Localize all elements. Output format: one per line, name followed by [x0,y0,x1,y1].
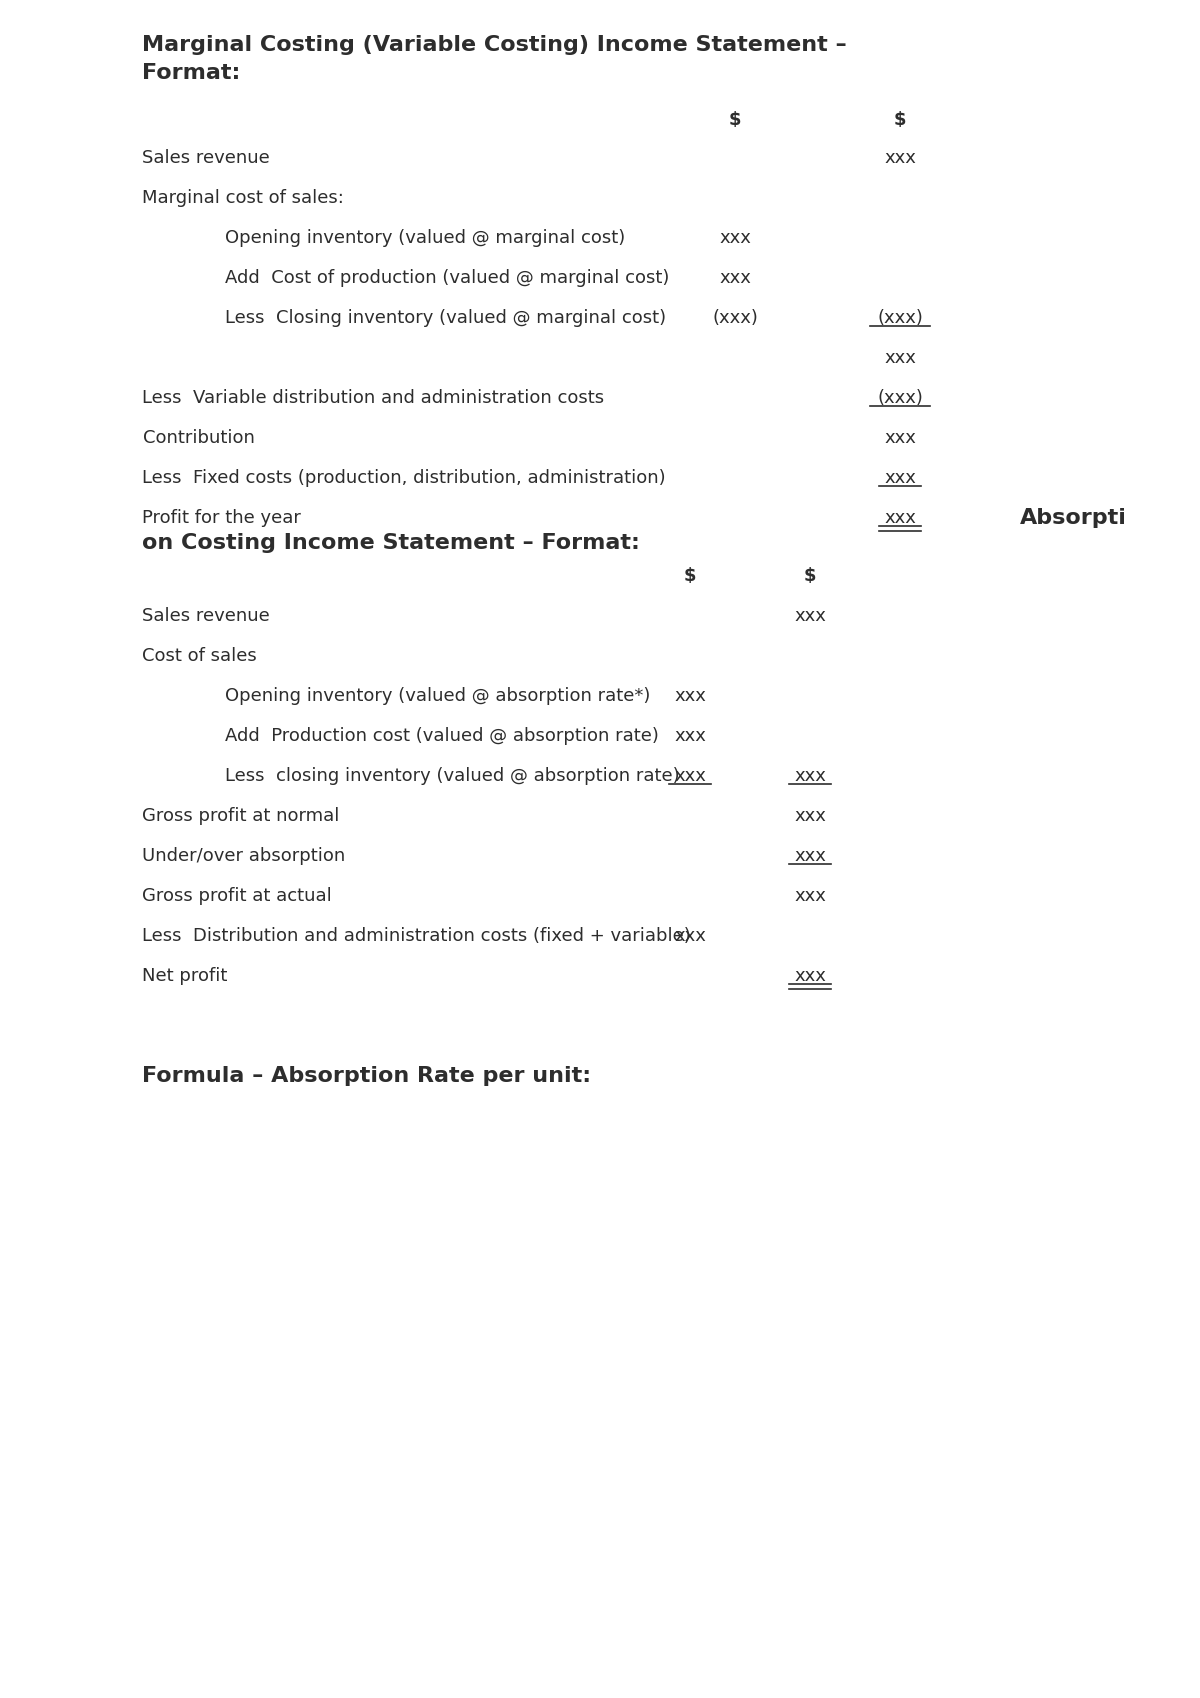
Text: xxx: xxx [794,886,826,905]
Text: xxx: xxx [674,767,706,784]
Text: Profit for the year: Profit for the year [143,509,301,526]
Text: xxx: xxx [794,767,826,784]
Text: xxx: xxx [719,229,751,246]
Text: Formula – Absorption Rate per unit:: Formula – Absorption Rate per unit: [143,1066,592,1087]
Text: Absorpti: Absorpti [1020,508,1127,528]
Text: Add  Production cost (valued @ absorption rate): Add Production cost (valued @ absorption… [226,727,659,745]
Text: xxx: xxx [884,149,916,166]
Text: Cost of sales: Cost of sales [143,647,257,666]
Text: (xxx): (xxx) [877,389,923,408]
Text: xxx: xxx [794,966,826,985]
Text: Less  closing inventory (valued @ absorption rate): Less closing inventory (valued @ absorpt… [226,767,679,784]
Text: Sales revenue: Sales revenue [143,149,270,166]
Text: Opening inventory (valued @ marginal cost): Opening inventory (valued @ marginal cos… [226,229,625,246]
Text: xxx: xxx [884,430,916,447]
Text: Marginal cost of sales:: Marginal cost of sales: [143,188,344,207]
Text: Gross profit at normal: Gross profit at normal [143,807,340,825]
Text: xxx: xxx [794,807,826,825]
Text: $: $ [684,567,696,586]
Text: Less  Fixed costs (production, distribution, administration): Less Fixed costs (production, distributi… [143,469,666,487]
Text: on Costing Income Statement – Format:: on Costing Income Statement – Format: [143,533,641,554]
Text: Less  Distribution and administration costs (fixed + variable): Less Distribution and administration cos… [143,927,691,946]
Text: xxx: xxx [794,847,826,864]
Text: $: $ [728,110,742,129]
Text: Less  Variable distribution and administration costs: Less Variable distribution and administr… [143,389,605,408]
Text: (xxx): (xxx) [877,309,923,328]
Text: xxx: xxx [719,268,751,287]
Text: $: $ [894,110,906,129]
Text: xxx: xxx [674,927,706,946]
Text: xxx: xxx [674,688,706,705]
Text: xxx: xxx [674,727,706,745]
Text: (xxx): (xxx) [712,309,758,328]
Text: xxx: xxx [884,509,916,526]
Text: xxx: xxx [794,606,826,625]
Text: Contribution: Contribution [143,430,254,447]
Text: Marginal Costing (Variable Costing) Income Statement –
Format:: Marginal Costing (Variable Costing) Inco… [143,36,847,83]
Text: Gross profit at actual: Gross profit at actual [143,886,332,905]
Text: Under/over absorption: Under/over absorption [143,847,346,864]
Text: Add  Cost of production (valued @ marginal cost): Add Cost of production (valued @ margina… [226,268,670,287]
Text: $: $ [804,567,816,586]
Text: xxx: xxx [884,350,916,367]
Text: Opening inventory (valued @ absorption rate*): Opening inventory (valued @ absorption r… [226,688,650,705]
Text: Net profit: Net profit [143,966,228,985]
Text: Less  Closing inventory (valued @ marginal cost): Less Closing inventory (valued @ margina… [226,309,666,328]
Text: Sales revenue: Sales revenue [143,606,270,625]
Text: xxx: xxx [884,469,916,487]
